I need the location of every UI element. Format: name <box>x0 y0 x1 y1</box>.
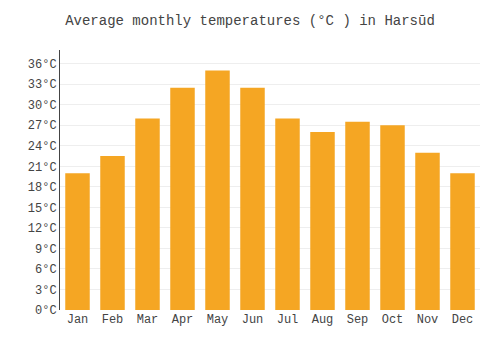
svg-text:Feb: Feb <box>102 313 124 327</box>
svg-text:Aug: Aug <box>312 313 334 327</box>
svg-text:12°C: 12°C <box>28 222 57 236</box>
svg-text:33°C: 33°C <box>28 78 57 92</box>
svg-text:24°C: 24°C <box>28 140 57 154</box>
svg-text:Nov: Nov <box>417 313 439 327</box>
svg-text:Dec: Dec <box>452 313 474 327</box>
svg-text:9°C: 9°C <box>35 243 57 257</box>
svg-text:30°C: 30°C <box>28 99 57 113</box>
svg-text:May: May <box>207 313 229 327</box>
svg-text:Apr: Apr <box>172 313 194 327</box>
svg-text:Jun: Jun <box>242 313 264 327</box>
svg-text:15°C: 15°C <box>28 202 57 216</box>
svg-text:Mar: Mar <box>137 313 159 327</box>
svg-text:21°C: 21°C <box>28 161 57 175</box>
svg-text:Jul: Jul <box>277 313 299 327</box>
svg-text:Average monthly temperatures (: Average monthly temperatures (°C ) in Ha… <box>65 13 435 29</box>
svg-text:3°C: 3°C <box>35 284 57 298</box>
svg-text:Sep: Sep <box>347 313 369 327</box>
svg-text:Oct: Oct <box>382 313 404 327</box>
svg-text:36°C: 36°C <box>28 58 57 72</box>
svg-text:Jan: Jan <box>67 313 89 327</box>
svg-text:0°C: 0°C <box>35 304 57 318</box>
svg-text:27°C: 27°C <box>28 119 57 133</box>
svg-text:18°C: 18°C <box>28 181 57 195</box>
svg-text:6°C: 6°C <box>35 263 57 277</box>
